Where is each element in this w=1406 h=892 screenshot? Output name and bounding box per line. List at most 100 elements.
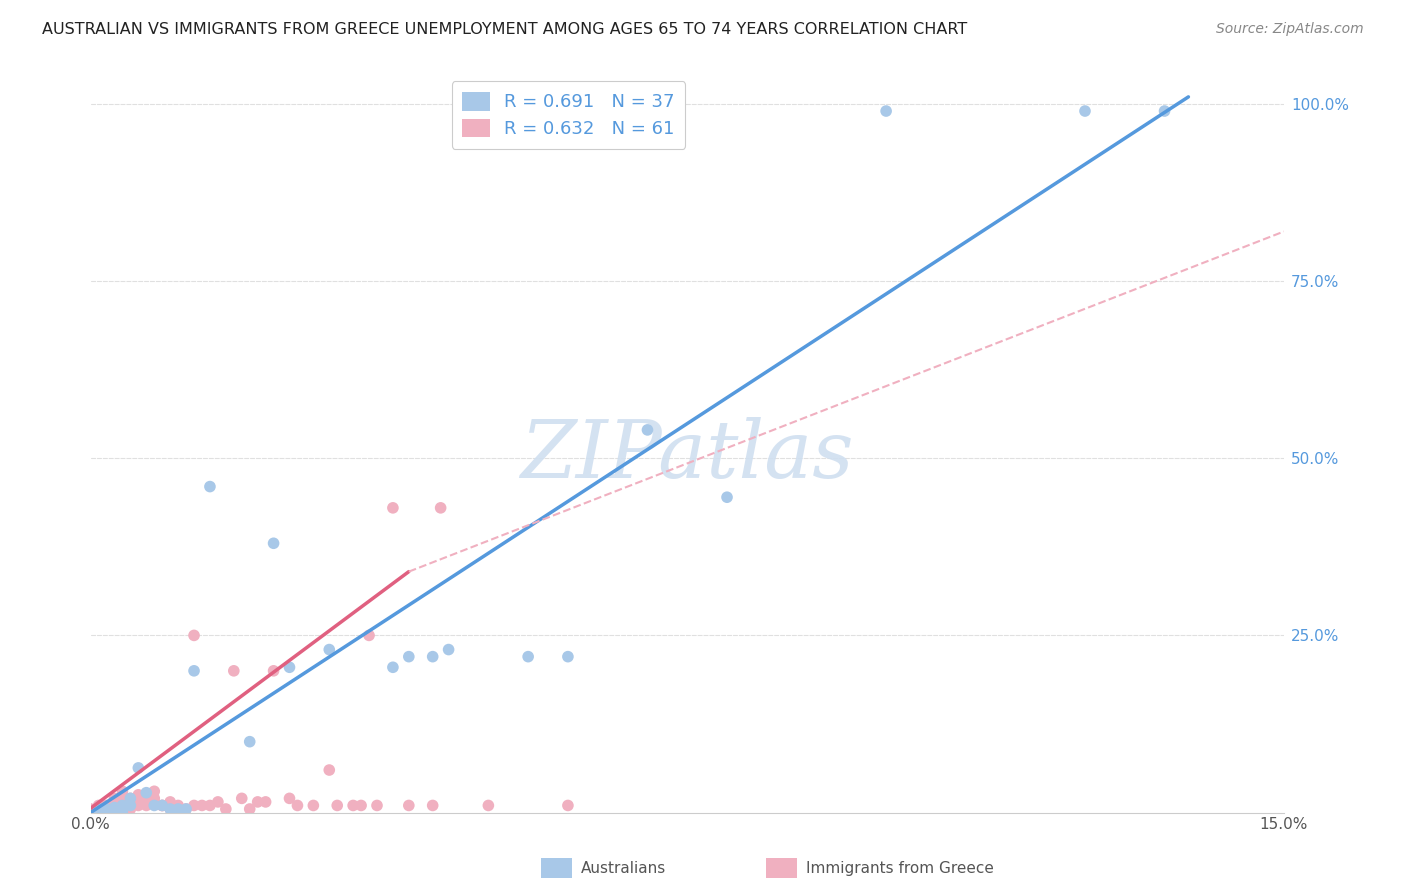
Point	[127, 795, 149, 809]
Point	[111, 798, 134, 813]
Point	[254, 795, 277, 809]
Point	[357, 628, 380, 642]
Point	[167, 802, 190, 816]
Point	[87, 804, 110, 818]
Point	[875, 103, 897, 118]
Point	[477, 798, 499, 813]
Point	[318, 763, 340, 777]
Point	[127, 761, 149, 775]
Point	[143, 798, 166, 813]
Point	[174, 802, 197, 816]
Point	[517, 649, 540, 664]
Point	[150, 798, 173, 813]
Point	[239, 802, 262, 816]
Point	[246, 795, 269, 809]
Text: Immigrants from Greece: Immigrants from Greece	[806, 862, 994, 876]
Point	[159, 795, 181, 809]
Point	[120, 798, 142, 813]
Point	[437, 642, 460, 657]
Point	[96, 804, 118, 818]
Legend: R = 0.691   N = 37, R = 0.632   N = 61: R = 0.691 N = 37, R = 0.632 N = 61	[451, 81, 685, 149]
Point	[167, 798, 190, 813]
Point	[278, 791, 301, 805]
Point	[398, 649, 420, 664]
Point	[326, 798, 349, 813]
Point	[111, 798, 134, 813]
Point	[159, 798, 181, 813]
Point	[183, 628, 205, 642]
Point	[120, 798, 142, 813]
Point	[366, 798, 388, 813]
Point	[103, 802, 125, 816]
Point	[87, 802, 110, 816]
Point	[79, 802, 101, 816]
Point	[120, 791, 142, 805]
Point	[150, 798, 173, 813]
Text: Source: ZipAtlas.com: Source: ZipAtlas.com	[1216, 22, 1364, 37]
Point	[637, 423, 659, 437]
Point	[207, 795, 229, 809]
Point	[263, 664, 285, 678]
Point	[557, 798, 579, 813]
Point	[127, 788, 149, 802]
Point	[381, 500, 404, 515]
Point	[87, 802, 110, 816]
Point	[87, 802, 110, 816]
Point	[342, 798, 364, 813]
Point	[96, 802, 118, 816]
Point	[174, 802, 197, 816]
Point	[302, 798, 325, 813]
Point	[398, 798, 420, 813]
Text: ZIPatlas: ZIPatlas	[520, 417, 853, 494]
Point	[103, 798, 125, 813]
Point	[127, 798, 149, 813]
Point	[87, 798, 110, 813]
Point	[79, 804, 101, 818]
Point	[96, 804, 118, 818]
Point	[183, 798, 205, 813]
Point	[191, 798, 214, 813]
Point	[198, 480, 221, 494]
Point	[231, 791, 253, 805]
Point	[96, 798, 118, 813]
Point	[120, 791, 142, 805]
Point	[381, 660, 404, 674]
Point	[422, 798, 444, 813]
Point	[111, 791, 134, 805]
Point	[103, 791, 125, 805]
Point	[103, 800, 125, 814]
Point	[87, 804, 110, 818]
Point	[263, 536, 285, 550]
Point	[143, 791, 166, 805]
Point	[87, 804, 110, 818]
Point	[103, 802, 125, 816]
Point	[120, 798, 142, 813]
Point	[557, 649, 579, 664]
Point	[159, 802, 181, 816]
Point	[429, 500, 451, 515]
Point	[87, 804, 110, 818]
Point	[198, 798, 221, 813]
Point	[278, 660, 301, 674]
Point	[120, 802, 142, 816]
Point	[716, 490, 738, 504]
Text: Australians: Australians	[581, 862, 666, 876]
Point	[215, 802, 238, 816]
Point	[183, 664, 205, 678]
Point	[422, 649, 444, 664]
Point	[350, 798, 373, 813]
Point	[135, 795, 157, 809]
Point	[96, 802, 118, 816]
Point	[111, 784, 134, 798]
Point	[318, 642, 340, 657]
Point	[87, 804, 110, 818]
Point	[287, 798, 309, 813]
Point	[135, 798, 157, 813]
Point	[239, 734, 262, 748]
Point	[135, 786, 157, 800]
Point	[1153, 103, 1175, 118]
Point	[111, 802, 134, 816]
Point	[159, 802, 181, 816]
Point	[111, 804, 134, 818]
Text: AUSTRALIAN VS IMMIGRANTS FROM GREECE UNEMPLOYMENT AMONG AGES 65 TO 74 YEARS CORR: AUSTRALIAN VS IMMIGRANTS FROM GREECE UNE…	[42, 22, 967, 37]
